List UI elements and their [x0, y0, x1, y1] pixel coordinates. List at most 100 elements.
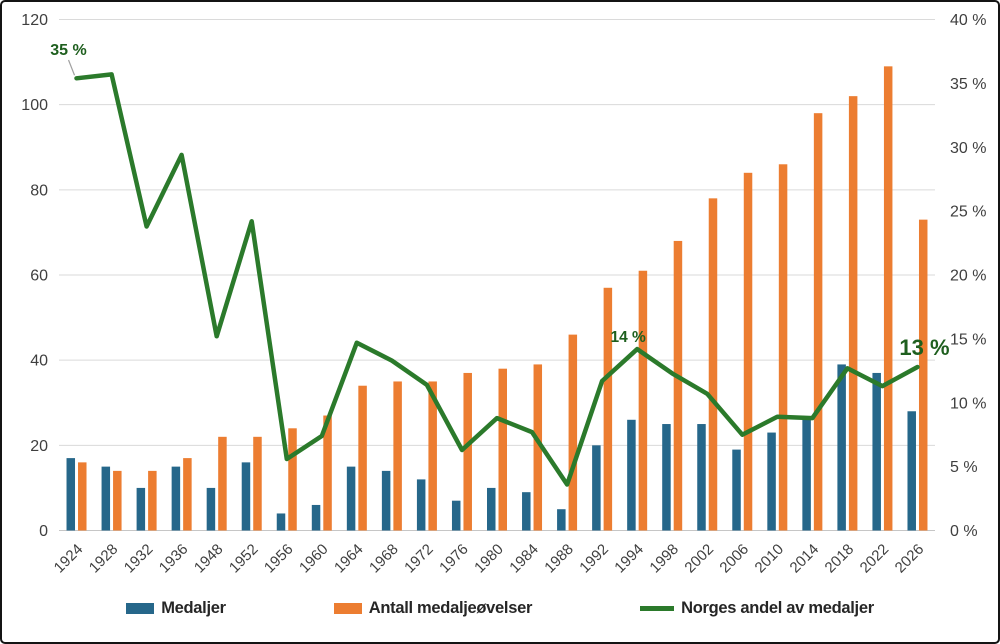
y-axis-right-tick-label: 10 % [950, 395, 986, 412]
bar-medaljer-1928 [101, 466, 111, 531]
y-axis-left-tick-label: 120 [21, 12, 48, 29]
bar-medaljer-1994 [627, 419, 636, 531]
bar-medaljer-1976 [451, 500, 461, 531]
x-axis-label-1952: 1952 [226, 541, 262, 577]
x-axis-label-1994: 1994 [611, 541, 647, 577]
bar-medaljeovelser-1992 [603, 287, 613, 531]
bar-medaljeovelser-2002 [708, 198, 718, 531]
x-axis-label-1998: 1998 [646, 541, 682, 577]
annotation-2026: 13 % [899, 335, 949, 360]
bar-medaljeovelser-1972 [428, 381, 437, 531]
bar-medaljeovelser-1964 [358, 385, 367, 531]
x-axis-label-2022: 2022 [857, 541, 893, 577]
legend-item-andel: Norges andel av medaljer [640, 599, 874, 618]
bar-medaljer-2002 [697, 424, 706, 531]
y-axis-left-tick-label: 100 [21, 97, 48, 114]
legend-bar-swatch [333, 603, 362, 614]
bar-medaljer-2026 [907, 411, 916, 531]
bar-medaljeovelser-2010 [778, 164, 788, 531]
bar-medaljer-1936 [171, 466, 181, 531]
bar-medaljer-2022 [872, 372, 881, 531]
bar-medaljeovelser-1928 [113, 470, 122, 531]
y-axis-right-tick-label: 5 % [950, 459, 978, 476]
bar-medaljer-1992 [592, 445, 601, 531]
x-axis-label-2010: 2010 [752, 541, 788, 577]
bar-medaljer-1988 [557, 509, 566, 531]
bar-medaljeovelser-1948 [218, 436, 227, 531]
bar-medaljer-2010 [767, 432, 776, 531]
y-axis-right-tick-label: 20 % [950, 268, 986, 285]
bar-medaljer-2014 [802, 419, 811, 531]
y-axis-left-tick-label: 0 [39, 523, 48, 540]
bar-medaljer-1984 [522, 492, 531, 531]
x-axis-label-1976: 1976 [436, 541, 472, 577]
x-axis-label-1984: 1984 [506, 541, 542, 577]
x-axis-label-1980: 1980 [471, 541, 507, 577]
x-axis-label-1992: 1992 [576, 541, 612, 577]
bar-medaljeovelser-2026 [918, 219, 928, 531]
legend-label: Norges andel av medaljer [681, 599, 874, 617]
legend-item-medaljer: Medaljer [126, 599, 226, 618]
legend-item-medaljeovelser: Antall medaljeøvelser [333, 599, 533, 618]
y-axis-right-tick-label: 40 % [950, 12, 986, 29]
x-axis-label-1960: 1960 [296, 541, 332, 577]
bar-medaljeovelser-1976 [463, 372, 472, 531]
bar-medaljeovelser-1956 [288, 428, 297, 531]
bar-medaljeovelser-1952 [253, 436, 262, 531]
bar-medaljer-1924 [66, 458, 76, 531]
legend-label: Antall medaljeøvelser [368, 599, 533, 617]
x-axis-label-2014: 2014 [787, 541, 823, 577]
legend-label: Medaljer [161, 599, 226, 617]
annotation-1924: 35 % [50, 42, 86, 59]
y-axis-right-tick-label: 25 % [950, 204, 986, 221]
x-axis-label-1964: 1964 [331, 541, 367, 577]
bar-medaljer-1952 [241, 462, 251, 531]
y-axis-left-tick-label: 80 [30, 182, 48, 199]
bar-medaljeovelser-1968 [393, 381, 402, 531]
x-axis-label-1936: 1936 [156, 541, 192, 577]
x-axis-label-1948: 1948 [191, 541, 227, 577]
y-axis-left-tick-label: 20 [30, 438, 48, 455]
x-axis-label-1988: 1988 [541, 541, 577, 577]
bar-medaljeovelser-1998 [673, 240, 683, 531]
annotation-1994: 14 % [610, 329, 646, 346]
bar-medaljer-1968 [381, 470, 391, 531]
bar-medaljeovelser-1960 [323, 415, 332, 531]
y-axis-right-tick-label: 15 % [950, 331, 986, 348]
bar-medaljer-1972 [416, 479, 426, 531]
bar-medaljer-2018 [837, 364, 846, 531]
x-axis-label-2006: 2006 [716, 541, 752, 577]
bar-medaljer-1964 [346, 466, 356, 531]
bar-medaljeovelser-2022 [883, 66, 893, 531]
x-axis-label-2002: 2002 [681, 541, 717, 577]
y-axis-left-tick-label: 40 [30, 353, 48, 370]
chart-legend: Medaljer Antall medaljeøvelser Norges ande… [2, 599, 998, 618]
bar-medaljeovelser-1994 [638, 270, 648, 531]
x-axis-label-1972: 1972 [401, 541, 437, 577]
y-axis-right-tick-label: 0 % [950, 523, 978, 540]
x-axis-label-1928: 1928 [86, 541, 122, 577]
y-axis-right-tick-label: 35 % [950, 76, 986, 93]
bar-medaljeovelser-1984 [533, 364, 543, 531]
bar-medaljer-1960 [311, 504, 321, 531]
y-axis-left-tick-label: 60 [30, 268, 48, 285]
bar-medaljer-1932 [136, 487, 146, 531]
bar-medaljeovelser-1988 [568, 334, 578, 531]
annotation-leader-line [67, 59, 76, 76]
x-axis-label-1956: 1956 [261, 541, 297, 577]
x-axis-label-2018: 2018 [822, 541, 858, 577]
bar-medaljeovelser-1932 [148, 470, 157, 531]
bar-medaljeovelser-2014 [813, 113, 823, 531]
bar-medaljer-1948 [206, 487, 216, 531]
bar-medaljer-2006 [732, 449, 741, 531]
bar-medaljeovelser-1924 [78, 462, 87, 531]
bar-medaljeovelser-2006 [743, 172, 753, 531]
bar-medaljeovelser-2018 [848, 96, 858, 531]
x-axis-label-1968: 1968 [366, 541, 402, 577]
x-axis-label-2026: 2026 [892, 541, 928, 577]
legend-bar-swatch [126, 603, 155, 614]
bar-medaljer-1956 [276, 513, 286, 531]
bar-medaljer-1998 [662, 424, 671, 531]
